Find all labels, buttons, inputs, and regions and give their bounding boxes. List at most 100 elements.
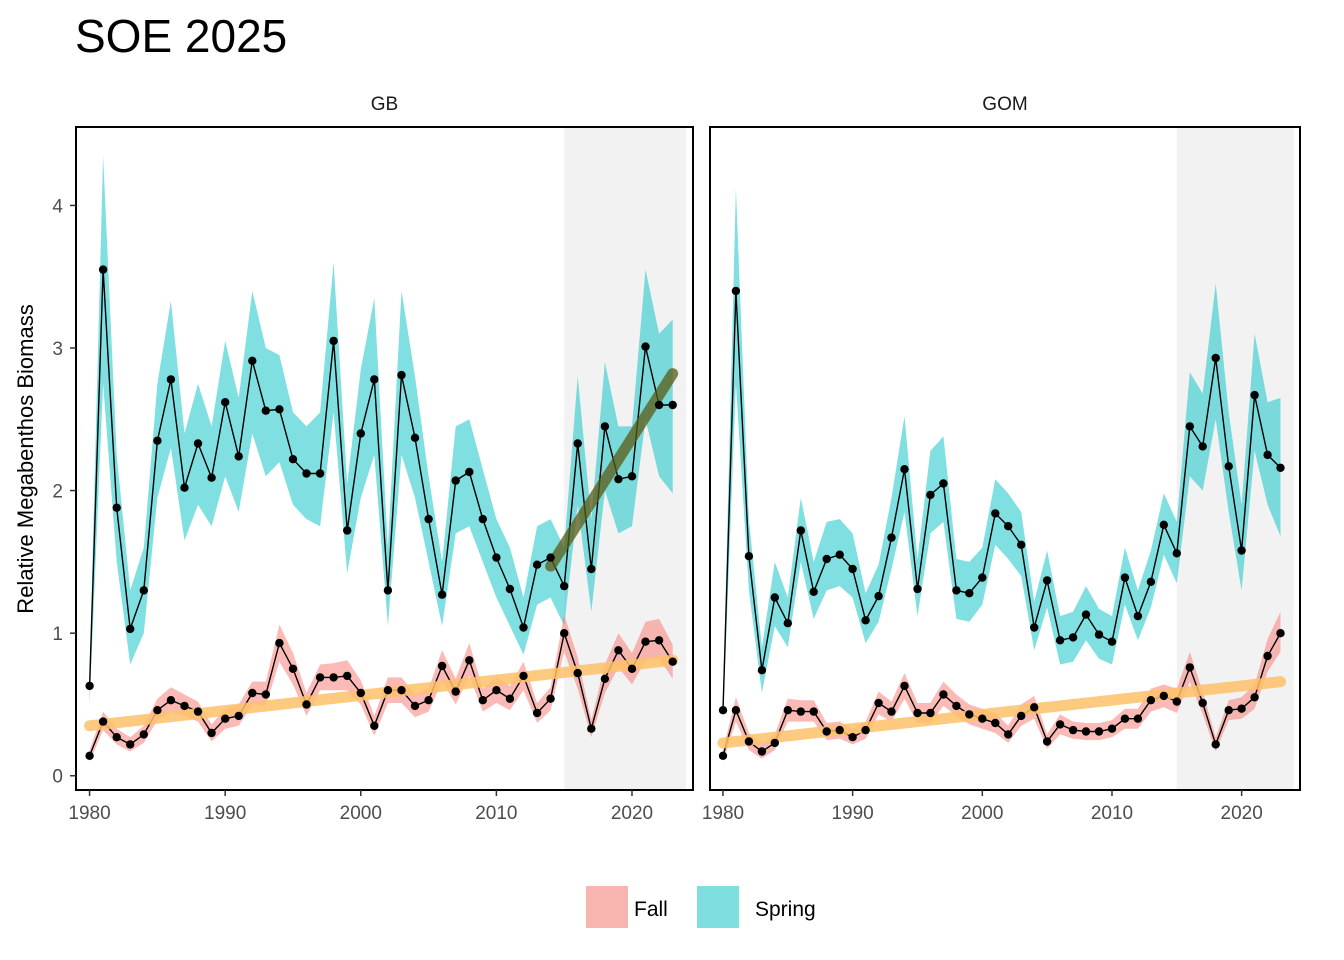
data-point-fall-gb (288, 664, 298, 673)
data-point-spring-gb (370, 375, 379, 384)
data-point-spring-gb (248, 356, 257, 365)
data-point-spring-gb (302, 469, 311, 478)
strip-label-gom: GOM (982, 94, 1027, 115)
data-point-fall-gb (275, 638, 284, 648)
data-point-spring-gom (939, 479, 948, 488)
data-point-fall-gb (519, 671, 528, 681)
data-point-spring-gom (900, 465, 909, 474)
data-point-fall-gb (627, 664, 637, 673)
data-point-spring-gb (288, 455, 298, 464)
data-point-fall-gom (900, 681, 909, 691)
data-point-spring-gb (465, 467, 474, 477)
data-point-fall-gb (207, 728, 216, 738)
data-point-spring-gom (1237, 546, 1246, 555)
data-point-spring-gom (1146, 577, 1156, 586)
data-point-spring-gom (796, 526, 805, 535)
data-point-spring-gom (1017, 540, 1026, 549)
data-point-spring-gom (965, 589, 974, 598)
data-point-fall-gb (85, 751, 94, 760)
data-point-fall-gb (166, 696, 176, 705)
data-point-fall-gb (478, 696, 487, 705)
data-point-fall-gom (1017, 711, 1026, 721)
data-point-fall-gb (139, 730, 148, 739)
data-point-fall-gom (1068, 725, 1078, 735)
data-point-spring-gb (356, 429, 365, 438)
data-point-spring-gb (546, 553, 555, 562)
data-point-fall-gb (180, 701, 189, 711)
data-point-fall-gb (465, 656, 474, 665)
data-point-spring-gom (1211, 353, 1220, 363)
data-point-fall-gb (532, 708, 542, 718)
x-tick-label-gom: 2000 (961, 803, 1003, 824)
data-point-spring-gb (98, 265, 108, 274)
data-point-fall-gom (1030, 703, 1039, 712)
data-point-fall-gom (1185, 663, 1195, 672)
data-point-spring-gb (397, 370, 406, 380)
data-point-fall-gom (1107, 724, 1117, 733)
data-point-spring-gom (1094, 630, 1104, 639)
data-point-spring-gb (139, 586, 148, 595)
data-point-fall-gom (783, 706, 792, 715)
data-point-fall-gom (1159, 691, 1169, 701)
panel-gb: GB 1980 1990 2000 2010 2020 0 1 2 3 4 (52, 94, 694, 824)
x-tick-label-gom: 2010 (1091, 803, 1133, 824)
data-point-spring-gom (822, 554, 831, 564)
data-point-spring-gb (505, 584, 515, 594)
data-point-spring-gom (1263, 450, 1272, 460)
data-point-fall-gom (1276, 629, 1285, 638)
data-point-spring-gb (532, 560, 542, 569)
data-point-spring-gom (1042, 576, 1052, 585)
data-point-fall-gom (965, 710, 974, 719)
data-point-spring-gb (315, 469, 325, 478)
data-point-spring-gom (1068, 633, 1078, 642)
data-point-fall-gb (370, 721, 379, 730)
data-point-spring-gb (641, 342, 650, 351)
data-point-spring-gom (887, 533, 896, 542)
data-point-fall-gb (343, 671, 352, 681)
data-point-fall-gb (153, 706, 162, 715)
data-point-spring-gom (731, 286, 741, 296)
data-point-fall-gb (383, 686, 393, 695)
data-point-fall-gom (1224, 706, 1233, 715)
data-point-spring-gb (221, 398, 230, 407)
data-point-fall-gb (600, 674, 610, 683)
data-point-spring-gb (560, 581, 569, 591)
data-point-spring-gom (874, 591, 883, 601)
data-point-fall-gom (1263, 651, 1272, 661)
data-point-fall-gom (1237, 704, 1246, 713)
data-point-spring-gb (112, 503, 121, 512)
data-point-spring-gb (424, 514, 433, 524)
data-point-fall-gom (926, 708, 935, 718)
data-point-spring-gom (1004, 522, 1013, 531)
y-tick-label: 0 (52, 767, 63, 788)
data-point-spring-gb (519, 623, 528, 632)
y-axis-label: Relative Megabenthos Biomass (13, 304, 38, 613)
data-point-fall-gom (1042, 737, 1052, 746)
data-point-spring-gb (166, 375, 176, 384)
data-point-spring-gb (437, 590, 447, 599)
data-point-fall-gom (1120, 714, 1130, 723)
data-point-spring-gb (275, 405, 284, 414)
data-point-spring-gom (1030, 623, 1039, 632)
data-point-fall-gom (1172, 697, 1182, 706)
data-point-fall-gb (126, 740, 135, 749)
data-point-fall-gom (1094, 727, 1104, 736)
data-point-fall-gb (437, 661, 447, 671)
data-point-fall-gom (718, 751, 728, 760)
data-point-fall-gom (796, 707, 805, 716)
x-tick-label-gb: 2010 (475, 803, 517, 824)
y-tick-label: 1 (52, 624, 63, 645)
data-point-fall-gom (1146, 696, 1156, 705)
data-point-spring-gb (234, 452, 243, 461)
data-point-spring-gb (627, 472, 637, 481)
data-point-fall-gb (261, 690, 270, 699)
data-point-spring-gom (848, 564, 857, 574)
data-point-spring-gb (573, 439, 582, 448)
data-point-spring-gb (343, 526, 352, 535)
data-point-fall-gom (1055, 720, 1065, 729)
data-point-spring-gb (614, 475, 623, 484)
data-point-spring-gom (913, 584, 922, 594)
data-point-fall-gb (329, 673, 338, 682)
x-tick-label-gb: 1980 (68, 803, 110, 824)
data-point-spring-gom (1107, 637, 1117, 646)
